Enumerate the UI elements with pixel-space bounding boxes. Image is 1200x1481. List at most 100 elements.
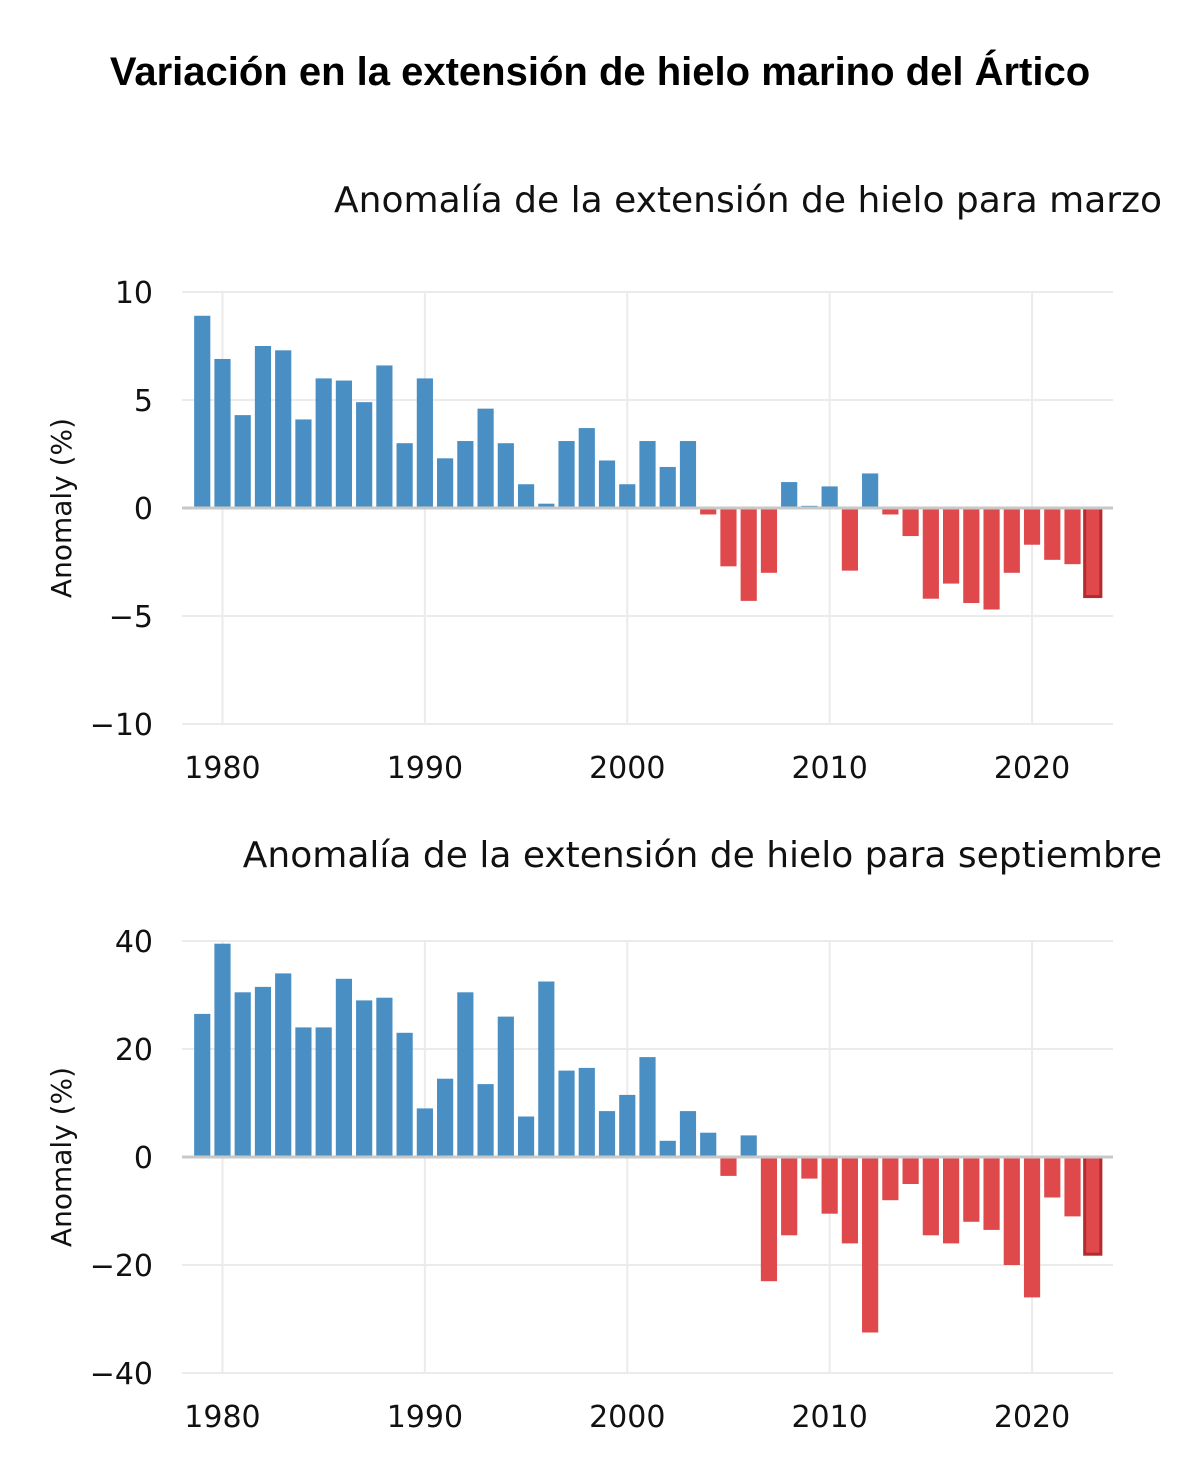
september-bar-2023: [1083, 1155, 1103, 1256]
march-bar-2004: [700, 508, 717, 515]
march-bar-2020: [1023, 508, 1041, 545]
september-bar-1997: [558, 1070, 575, 1157]
september-bar-1981: [234, 992, 251, 1157]
march-bar-2011: [841, 508, 858, 571]
march-anomaly-chart: 10 5 0 −5 −10 1980 1990 2000 2010 2020 Anomaly (%): [45, 276, 1113, 786]
march-chart-title: Anomalía de la extensión de hielo para m…: [334, 180, 1162, 221]
march-bar-2003: [679, 441, 697, 508]
march-ytick-label: 10: [115, 276, 153, 311]
march-bar-2001: [639, 441, 656, 508]
march-bar-2000: [619, 484, 636, 508]
september-bar-1987: [356, 1000, 373, 1157]
march-bar-1989: [396, 443, 413, 508]
september-bar-1990: [416, 1108, 433, 1157]
march-bar-1988: [376, 365, 393, 508]
march-bar-1995: [517, 484, 535, 508]
september-bar-2013: [882, 1157, 899, 1201]
september-bar-2020: [1023, 1157, 1041, 1298]
march-xtick-label: 2020: [994, 751, 1070, 786]
march-xtick-label: 2010: [791, 751, 867, 786]
march-bar-2013: [882, 508, 899, 515]
september-bar-1985: [315, 1027, 332, 1157]
september-xtick-label: 1980: [184, 1400, 260, 1435]
september-bar-2017: [963, 1157, 980, 1222]
september-bar-1994: [497, 1016, 514, 1157]
march-bar-1997: [558, 441, 575, 508]
september-bar-1995: [517, 1116, 535, 1157]
september-bar-1983: [275, 973, 292, 1157]
september-chart-title: Anomalía de la extensión de hielo para s…: [242, 835, 1162, 876]
march-bar-2014: [902, 508, 919, 537]
september-xtick-label: 2010: [791, 1400, 867, 1435]
september-ytick-label: −20: [90, 1249, 153, 1284]
march-bar-2007: [760, 508, 778, 573]
march-bar-1986: [335, 380, 353, 508]
march-bar-1998: [578, 428, 595, 508]
march-bar-1993: [477, 408, 494, 508]
september-bar-2000: [619, 1094, 636, 1157]
march-xtick-label: 1980: [184, 751, 260, 786]
september-bar-1979: [194, 1013, 211, 1157]
march-bar-2018: [983, 508, 1000, 610]
march-bar-1987: [356, 402, 373, 508]
march-bar-2021: [1044, 508, 1061, 560]
september-bar-2015: [922, 1157, 939, 1236]
september-xtick-label: 2020: [994, 1400, 1070, 1435]
september-bar-2002: [659, 1140, 676, 1157]
september-xtick-label: 2000: [589, 1400, 665, 1435]
march-bar-2022: [1064, 508, 1081, 565]
september-bar-2006: [740, 1135, 757, 1157]
march-bar-1992: [457, 441, 474, 508]
september-bar-1988: [376, 997, 393, 1157]
september-bar-2005: [720, 1157, 737, 1176]
september-bar-1991: [437, 1078, 454, 1157]
september-bar-1986: [335, 978, 353, 1157]
september-bar-2012: [862, 1157, 879, 1333]
march-bar-2012: [862, 473, 879, 508]
march-bar-1984: [295, 419, 312, 508]
september-ytick-label: 40: [115, 925, 153, 960]
march-bar-1983: [275, 350, 292, 508]
march-ytick-label: −5: [109, 600, 153, 635]
march-bar-1990: [416, 378, 433, 508]
september-bar-2019: [1003, 1157, 1020, 1265]
september-bar-1989: [396, 1032, 413, 1157]
march-xtick-label: 1990: [387, 751, 463, 786]
march-bar-2015: [922, 508, 939, 599]
march-bar-1985: [315, 378, 332, 508]
september-bar-2009: [801, 1157, 818, 1179]
september-bar-2010: [821, 1157, 838, 1214]
march-bar-1982: [254, 346, 272, 508]
march-bar-1979: [194, 315, 211, 508]
september-bar-2007: [760, 1157, 778, 1282]
september-anomaly-chart: 40 20 0 −20 −40 1980 1990 2000 2010 2020 Anomaly (…: [45, 925, 1113, 1435]
september-bar-2003: [679, 1111, 697, 1157]
september-bar-1984: [295, 1027, 312, 1157]
september-bar-1982: [254, 986, 272, 1157]
september-bar-1992: [457, 992, 474, 1157]
september-bar-2001: [639, 1057, 656, 1157]
march-bar-2017: [963, 508, 980, 604]
september-bar-1998: [578, 1067, 595, 1157]
march-bar-2008: [781, 482, 798, 508]
september-bar-1993: [477, 1084, 494, 1157]
main-title: Variación en la extensión de hielo marin…: [109, 50, 1091, 94]
march-bar-1991: [437, 458, 454, 508]
march-bar-1981: [234, 415, 251, 508]
march-bar-1996: [538, 503, 555, 508]
september-bar-2004: [700, 1132, 717, 1157]
march-y-axis-label: Anomaly (%): [45, 418, 78, 598]
september-y-axis-label: Anomaly (%): [45, 1067, 78, 1247]
september-bar-2022: [1064, 1157, 1081, 1217]
september-bar-1980: [214, 943, 231, 1157]
march-xtick-label: 2000: [589, 751, 665, 786]
september-ytick-label: 0: [134, 1141, 153, 1176]
september-bar-2021: [1044, 1157, 1061, 1198]
march-bar-2006: [740, 508, 757, 601]
september-bar-1999: [598, 1111, 616, 1157]
march-ytick-label: −10: [90, 708, 153, 743]
march-bar-1980: [214, 358, 231, 508]
march-bar-2005: [720, 508, 737, 567]
march-ytick-label: 0: [134, 492, 153, 527]
september-bar-2016: [942, 1157, 960, 1244]
